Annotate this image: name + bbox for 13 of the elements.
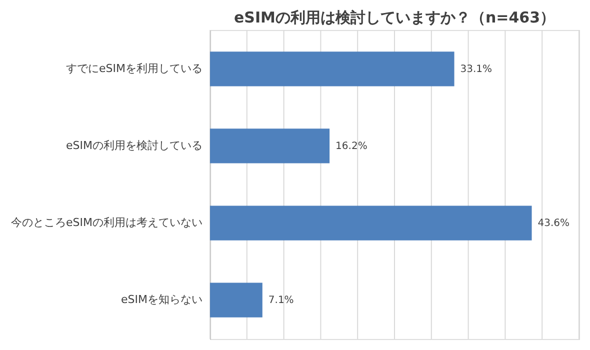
y-tick-label: eSIMの利用を検討している: [66, 138, 202, 152]
chart-title: eSIMの利用は検討していますか？（n=463）: [234, 8, 556, 26]
data-label: 7.1%: [268, 295, 294, 306]
y-tick-label: すでにeSIMを利用している: [66, 62, 202, 75]
data-label: 16.2%: [336, 140, 368, 152]
data-label: 33.1%: [460, 64, 492, 75]
bar: [210, 128, 330, 164]
bar: [210, 52, 454, 86]
data-label: 43.6%: [538, 218, 570, 230]
y-tick-label: 今のところeSIMの利用は考えていない: [11, 216, 202, 230]
y-tick-label: eSIMを知らない: [121, 293, 202, 306]
bar: [210, 206, 532, 240]
bar: [210, 282, 262, 318]
